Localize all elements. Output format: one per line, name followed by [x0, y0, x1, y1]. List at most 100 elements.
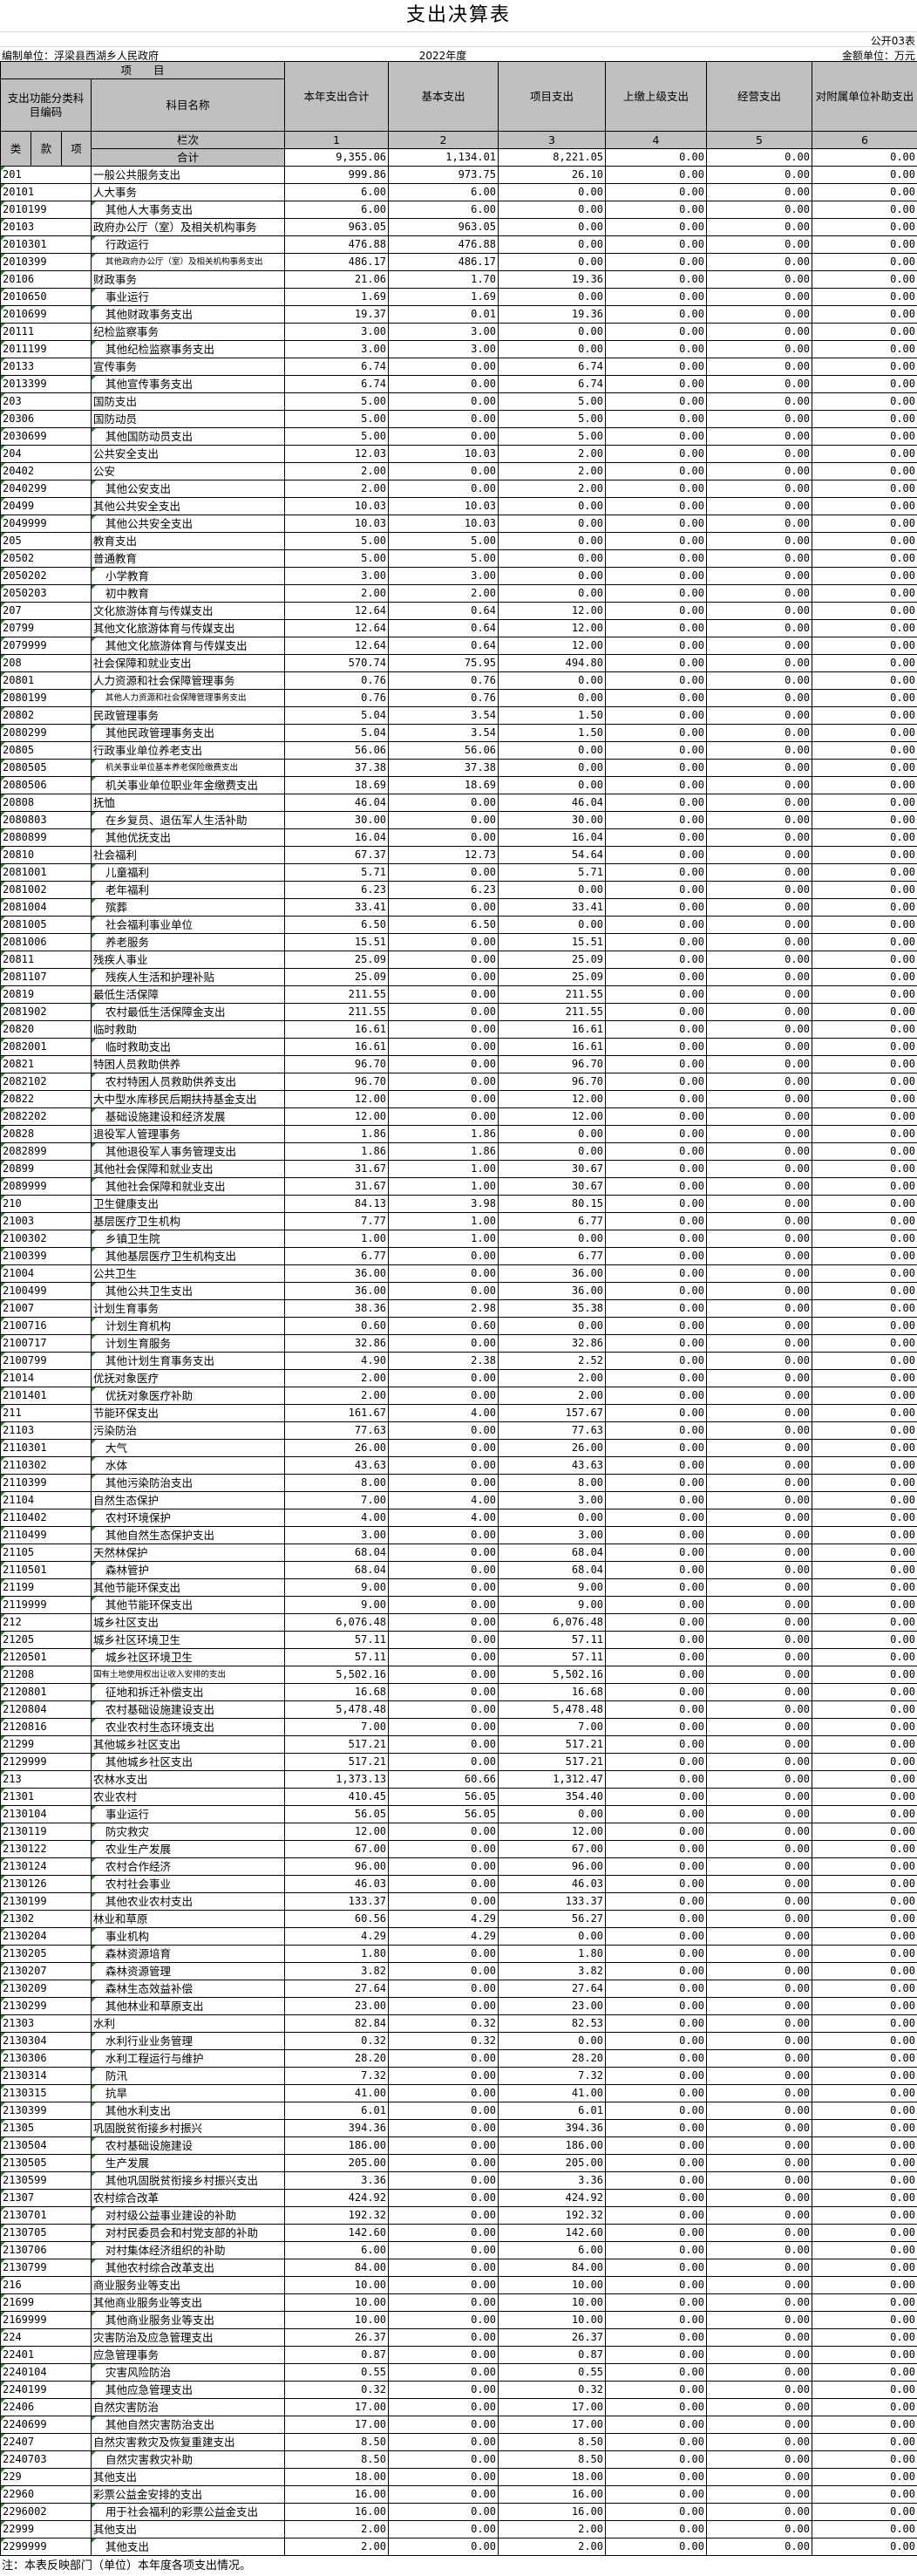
- subject-code: 2130399: [0, 2102, 92, 2120]
- amount-cell: 186.00: [498, 2136, 607, 2155]
- amount-cell: 0.00: [812, 2520, 917, 2539]
- amount-cell: 37.38: [388, 759, 499, 777]
- amount-cell: 0.00: [812, 1160, 917, 1178]
- amount-cell: 0.00: [812, 515, 917, 533]
- subject-code: 2130205: [0, 1945, 92, 1963]
- amount-cell: 0.00: [706, 2032, 813, 2050]
- amount-cell: 0.00: [605, 1857, 708, 1876]
- amount-cell: 0.00: [812, 881, 917, 899]
- amount-cell: 0.00: [605, 741, 708, 760]
- table-row: 2169999 其他商业服务业等支出 10.00 0.00 10.00 0.00 0.00 0…: [0, 2311, 917, 2329]
- table-row: 2299999 其他支出 2.00 0.00 2.00 0.00 0.00 0.00: [0, 2538, 917, 2556]
- amount-cell: 10.03: [388, 515, 499, 533]
- amount-cell: 0.00: [605, 375, 708, 393]
- amount-cell: 0.00: [706, 2503, 813, 2521]
- table-row: 2110399 其他污染防治支出 8.00 0.00 8.00 0.00 0.00 0.00: [0, 1474, 917, 1492]
- amount-cell: 0.00: [706, 1387, 813, 1405]
- subject-code: 2080899: [0, 828, 92, 847]
- total-value: 0.00: [706, 148, 813, 167]
- subject-name: 残疾人事业: [90, 951, 286, 969]
- subject-code: 20306: [0, 410, 92, 428]
- amount-cell: 6,076.48: [284, 1613, 390, 1632]
- amount-cell: 6.00: [388, 183, 499, 201]
- amount-cell: 17.00: [498, 2416, 607, 2434]
- amount-cell: 0.00: [812, 2049, 917, 2068]
- amount-cell: 0.00: [812, 1823, 917, 1841]
- amount-cell: 0.00: [812, 2084, 917, 2102]
- amount-cell: 0.00: [498, 183, 607, 201]
- amount-cell: 0.00: [706, 1997, 813, 2015]
- table-row: 21302 林业和草原 60.56 4.29 56.27 0.00 0.00 0.00: [0, 1910, 917, 1928]
- subject-name: 其他公共安全支出: [90, 497, 286, 515]
- amount-cell: 0.00: [812, 1090, 917, 1108]
- subject-name: 政府办公厅（室）及相关机构事务: [90, 218, 286, 236]
- amount-cell: 0.00: [706, 549, 813, 568]
- subject-code: 2240699: [0, 2416, 92, 2434]
- subject-code: 2011199: [0, 340, 92, 358]
- amount-cell: 0.00: [812, 1683, 917, 1701]
- amount-cell: 0.00: [498, 532, 607, 550]
- amount-cell: 0.00: [605, 2363, 708, 2382]
- amount-cell: 0.00: [498, 759, 607, 777]
- amount-cell: 0.00: [812, 1753, 917, 1771]
- amount-cell: 0.00: [498, 515, 607, 533]
- amount-cell: 0.00: [605, 1055, 708, 1073]
- subject-code: 20402: [0, 462, 92, 480]
- amount-cell: 0.00: [605, 497, 708, 515]
- amount-cell: 0.00: [388, 1892, 499, 1911]
- amount-cell: 0.00: [388, 2416, 499, 2434]
- subject-code: 22406: [0, 2398, 92, 2416]
- subject-code: 2081006: [0, 933, 92, 951]
- amount-cell: 0.00: [812, 2241, 917, 2259]
- subject-name: 城乡社区环境卫生: [90, 1631, 286, 1649]
- amount-cell: 0.00: [706, 654, 813, 672]
- org-label: 编制单位：浮梁县西湖乡人民政府: [2, 50, 160, 62]
- amount-cell: 56.05: [388, 1788, 499, 1806]
- amount-cell: 0.00: [605, 1177, 708, 1196]
- amount-cell: 0.00: [812, 898, 917, 917]
- amount-cell: 0.00: [812, 1578, 917, 1597]
- subject-code: 201: [0, 166, 92, 184]
- amount-cell: 0.00: [605, 2032, 708, 2050]
- subject-code: 2299999: [0, 2538, 92, 2556]
- amount-cell: 12.00: [498, 637, 607, 655]
- amount-cell: 23.00: [284, 1997, 390, 2015]
- subject-code: 2082202: [0, 1107, 92, 1126]
- subject-code: 2110499: [0, 1526, 92, 1544]
- table-row: 2130599 其他巩固脱贫衔接乡村振兴支出 3.36 0.00 3.36 0.00 0.0…: [0, 2171, 917, 2190]
- amount-cell: 54.64: [498, 846, 607, 864]
- amount-cell: 15.51: [498, 933, 607, 951]
- amount-cell: 0.00: [605, 794, 708, 812]
- amount-cell: 486.17: [388, 253, 499, 271]
- amount-cell: 0.00: [605, 2450, 708, 2469]
- subject-code: 2080199: [0, 689, 92, 707]
- amount-cell: 12.00: [498, 1090, 607, 1108]
- amount-cell: 0.00: [706, 1631, 813, 1649]
- amount-cell: 0.00: [706, 1753, 813, 1771]
- amount-cell: 0.00: [706, 1578, 813, 1597]
- amount-cell: 0.00: [388, 427, 499, 446]
- amount-cell: 0.00: [812, 1631, 917, 1649]
- subject-code: 2100799: [0, 1352, 92, 1370]
- amount-cell: 0.00: [388, 1683, 499, 1701]
- amount-cell: 0.00: [605, 410, 708, 428]
- subject-name: 公共卫生: [90, 1264, 286, 1283]
- amount-cell: 0.00: [388, 1334, 499, 1353]
- amount-cell: 16.68: [284, 1683, 390, 1701]
- amount-cell: 5.00: [284, 410, 390, 428]
- amount-cell: 0.00: [812, 2067, 917, 2085]
- amount-cell: 0.00: [706, 2084, 813, 2102]
- table-row: 2079999 其他文化旅游体育与传媒支出 12.64 0.64 12.00 0.00 0.…: [0, 637, 917, 655]
- subject-code: 2082899: [0, 1142, 92, 1161]
- amount-cell: 0.32: [498, 2381, 607, 2399]
- amount-cell: 0.00: [812, 183, 917, 201]
- amount-cell: 0.00: [605, 1910, 708, 1928]
- amount-cell: 0.00: [812, 706, 917, 725]
- amount-cell: 0.00: [706, 1055, 813, 1073]
- xiang-header: 项: [61, 131, 92, 167]
- subject-code: 2110402: [0, 1509, 92, 1527]
- amount-cell: 3.82: [284, 1962, 390, 1980]
- amount-cell: 0.00: [605, 1352, 708, 1370]
- subject-name: 事业运行: [90, 1805, 286, 1823]
- amount-cell: 0.00: [388, 410, 499, 428]
